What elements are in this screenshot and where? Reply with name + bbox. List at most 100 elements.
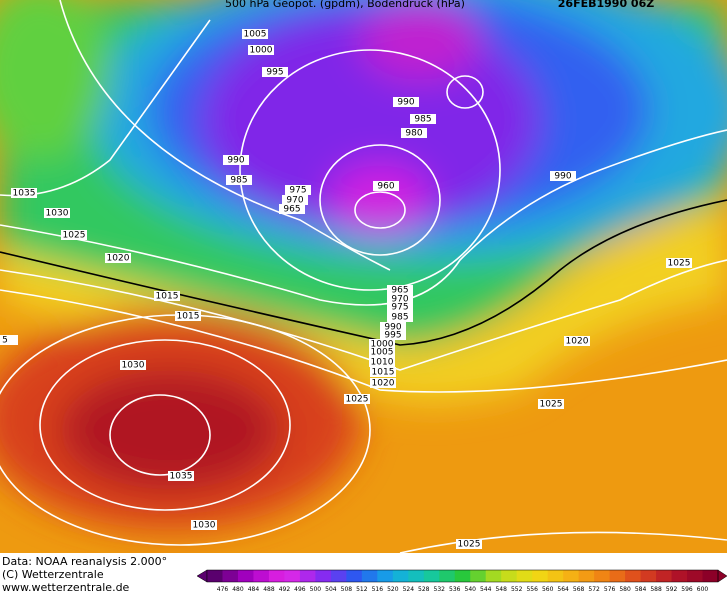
- colorbar-swatch: [346, 570, 363, 582]
- colorbar-swatch: [268, 570, 285, 582]
- colorbar-swatch: [454, 570, 471, 582]
- colorbar-swatch: [253, 570, 270, 582]
- isobar-label: 990: [384, 323, 401, 333]
- label-bg: [44, 208, 70, 218]
- isobar-label: 970: [286, 196, 303, 206]
- colorbar-swatch: [702, 570, 719, 582]
- isobar-label: 1030: [193, 521, 216, 531]
- isobar-label: 980: [405, 129, 422, 139]
- colorbar-swatch: [501, 570, 518, 582]
- isobar-label: 1035: [13, 189, 36, 199]
- label-bg: [380, 322, 406, 332]
- isobar-label: 1025: [346, 395, 369, 405]
- label-bg: [387, 312, 413, 322]
- colorbar-swatch: [594, 570, 611, 582]
- label-bg: [370, 378, 396, 388]
- colorbar-tick-label: 560: [542, 586, 554, 593]
- isobar-label: 5: [2, 336, 8, 346]
- colorbar-tick-label: 500: [310, 586, 322, 593]
- colorbar-swatch: [671, 570, 688, 582]
- label-bg: [226, 175, 252, 185]
- colorbar-tick-label: 512: [356, 586, 368, 593]
- colorbar-swatch: [578, 570, 595, 582]
- isobar-label: 960: [377, 182, 394, 192]
- isobar-label: 1020: [566, 337, 589, 347]
- colorbar-tick-label: 572: [588, 586, 600, 593]
- colorbar-frame: [206, 569, 719, 583]
- colorbar-tick-label: 532: [434, 586, 446, 593]
- isobar-label: 965: [283, 205, 300, 215]
- label-bg: [387, 285, 413, 295]
- isobar-label: 990: [554, 172, 571, 182]
- colorbar-swatch: [237, 570, 254, 582]
- colorbar-swatch: [423, 570, 440, 582]
- isobar-label: 1015: [177, 312, 200, 322]
- isobar-label: 995: [384, 331, 401, 341]
- isobar-label: 975: [289, 186, 306, 196]
- label-bg: [168, 471, 194, 481]
- isobar-label: 1010: [371, 358, 394, 368]
- colorbar-swatch: [330, 570, 347, 582]
- colorbar-tick-label: 584: [635, 586, 647, 593]
- colorbar-tick-label: 588: [650, 586, 662, 593]
- label-bg: [387, 302, 413, 312]
- label-bg: [154, 291, 180, 301]
- colorbar-end: [196, 569, 208, 583]
- isobar-label: 975: [391, 303, 408, 313]
- isobar-label: 1005: [244, 30, 267, 40]
- colorbar-tick-label: 540: [465, 586, 477, 593]
- colorbar-tick-label: 576: [604, 586, 616, 593]
- colorbar-swatch: [485, 570, 502, 582]
- label-bg: [344, 394, 370, 404]
- isobar-label: 1015: [372, 368, 395, 378]
- label-bg: [262, 67, 288, 77]
- label-bg: [564, 336, 590, 346]
- label-bg: [11, 188, 37, 198]
- colorbar-tick-label: 496: [294, 586, 306, 593]
- colorbar-tick-label: 508: [341, 586, 353, 593]
- label-bg: [410, 114, 436, 124]
- colorbar-tick-label: 476: [217, 586, 229, 593]
- label-bg: [538, 399, 564, 409]
- colorbar-swatch: [207, 570, 223, 582]
- colorbar-tick-label: 516: [372, 586, 384, 593]
- colorbar-tick-label: 536: [449, 586, 461, 593]
- label-bg: [105, 253, 131, 263]
- label-bg: [223, 155, 249, 165]
- isobar-label: 970: [391, 295, 408, 305]
- colorbar-swatch: [408, 570, 425, 582]
- colorbar-swatch: [563, 570, 580, 582]
- colorbar-swatch: [222, 570, 239, 582]
- colorbar-tick-label: 592: [666, 586, 678, 593]
- colorbar-swatch: [625, 570, 642, 582]
- label-bg: [370, 367, 396, 377]
- label-bg: [0, 335, 18, 345]
- isobar-label: 1025: [668, 259, 691, 269]
- colorbar-end: [717, 569, 727, 583]
- isobar-label: 995: [266, 68, 283, 78]
- isobar-label: 1020: [372, 379, 395, 389]
- label-bg: [61, 230, 87, 240]
- colorbar-tick-label: 580: [619, 586, 631, 593]
- isobar-label: 1005: [371, 348, 394, 358]
- isobar-label: 1015: [156, 292, 179, 302]
- colorbar-tick-label: 492: [279, 586, 291, 593]
- colorbar-swatch: [299, 570, 316, 582]
- label-bg: [282, 195, 308, 205]
- colorbar-swatch: [640, 570, 657, 582]
- footer-copyright: (C) Wetterzentrale: [2, 568, 104, 581]
- map-field: 1005100099599098598099098597597096596099…: [0, 0, 727, 553]
- colorbar-tick-label: 484: [248, 586, 260, 593]
- colorbar-swatch: [547, 570, 564, 582]
- isobar-labels: 1005100099599098598099098597597096596099…: [0, 29, 692, 550]
- isobar-label: 1000: [250, 46, 273, 56]
- isobar-label: 985: [391, 313, 408, 323]
- isobar-label: 1020: [107, 254, 130, 264]
- isobar-label: 1025: [540, 400, 563, 410]
- colorbar-tick-label: 488: [263, 586, 275, 593]
- isobar-label: 965: [391, 286, 408, 296]
- map-date: 26FEB1990 06Z: [558, 0, 654, 10]
- colorbar-tick-label: 520: [387, 586, 399, 593]
- colorbar-tick-label: 524: [403, 586, 415, 593]
